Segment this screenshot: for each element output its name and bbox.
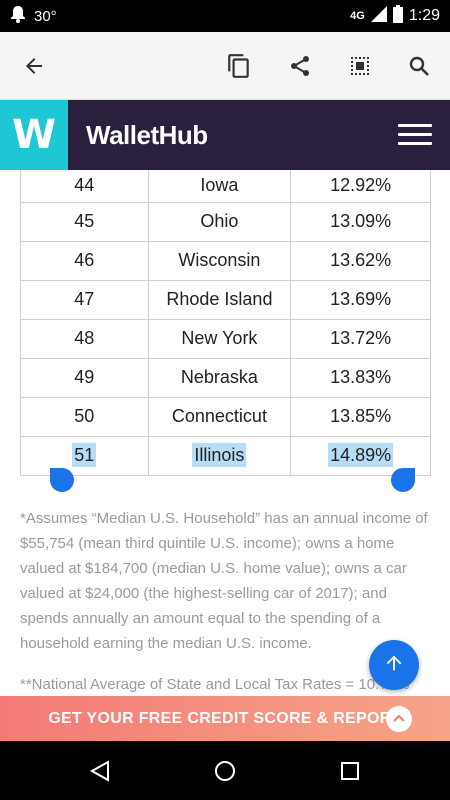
site-header: W WalletHub: [0, 100, 450, 170]
network-type: 4G: [350, 9, 365, 22]
state-cell: Iowa: [147, 170, 292, 203]
cell-text: 51: [72, 443, 97, 467]
back-arrow-icon[interactable]: [18, 50, 50, 82]
cell-text: 13.72%: [330, 328, 392, 348]
rate-cell: 13.62%: [290, 240, 431, 281]
table-row: 44 Iowa 12.92%: [20, 170, 431, 203]
temperature: 30°: [34, 7, 57, 25]
cell-text: New York: [181, 328, 258, 348]
arrow-up-icon: [383, 652, 405, 679]
select-all-icon[interactable]: [344, 50, 376, 82]
rate-cell: 13.69%: [290, 279, 431, 320]
scroll-to-top-button[interactable]: [369, 640, 419, 690]
cell-text: 50: [74, 406, 95, 426]
home-circle-icon[interactable]: [211, 757, 239, 785]
table-row: 45 Ohio 13.09%: [20, 201, 431, 242]
share-icon[interactable]: [284, 50, 316, 82]
footnote-national-average: **National Average of State and Local Ta…: [20, 676, 410, 693]
selection-handle-start[interactable]: [50, 468, 74, 492]
rate-cell: 13.72%: [290, 318, 431, 359]
cell-text: 14.89%: [328, 443, 394, 467]
table-row: 48 New York 13.72%: [20, 318, 431, 359]
signal-icon: [370, 5, 387, 27]
chevron-up-icon[interactable]: [386, 706, 412, 732]
rate-cell: 12.92%: [290, 170, 431, 203]
cell-text: 45: [74, 211, 95, 231]
state-ranking-table: 44 Iowa 12.92% 45 Ohio 13.09% 46 Wisconsin 13.62…: [20, 170, 431, 476]
table-row: 47 Rhode Island 13.69%: [20, 279, 431, 320]
table-row: 46 Wisconsin 13.62%: [20, 240, 431, 281]
table-row: 49 Nebraska 13.83%: [20, 357, 431, 398]
rank-cell: 47: [20, 279, 149, 320]
cell-text: 12.92%: [330, 175, 392, 196]
rank-cell: 46: [20, 240, 149, 281]
cell-text: 13.09%: [330, 211, 392, 231]
action-bar: [0, 32, 450, 100]
cell-text: Iowa: [200, 175, 239, 196]
rank-cell: 44: [20, 170, 149, 203]
cell-text: 49: [74, 367, 95, 387]
clock: 1:29: [408, 7, 440, 24]
state-cell: Ohio: [147, 201, 292, 242]
state-cell: Wisconsin: [147, 240, 292, 281]
cell-text: 46: [74, 250, 95, 270]
cell-text: 47: [74, 289, 95, 309]
back-triangle-icon[interactable]: [86, 757, 114, 785]
cell-text: 13.85%: [330, 406, 392, 426]
table-row: 50 Connecticut 13.85%: [20, 396, 431, 437]
battery-icon: [392, 4, 403, 28]
brand-name[interactable]: WalletHub: [86, 119, 208, 150]
cell-text: 13.69%: [330, 289, 392, 309]
state-cell: Connecticut: [147, 396, 292, 437]
rank-cell: 45: [20, 201, 149, 242]
system-nav-bar: [0, 741, 450, 800]
cell-text: Connecticut: [171, 406, 267, 426]
hamburger-menu-icon[interactable]: [398, 124, 432, 146]
rate-cell: 13.83%: [290, 357, 431, 398]
cell-text: 13.62%: [330, 250, 392, 270]
copy-icon[interactable]: [223, 50, 255, 82]
state-cell: Rhode Island: [147, 279, 292, 320]
rate-cell: 14.89%: [290, 435, 431, 476]
rank-cell: 49: [20, 357, 149, 398]
state-cell: Illinois: [147, 435, 292, 476]
rate-cell: 13.85%: [290, 396, 431, 437]
rank-cell: 48: [20, 318, 149, 359]
status-bar: 30° 4G 1:29: [0, 0, 450, 32]
cta-label: GET YOUR FREE CREDIT SCORE & REPORT: [48, 709, 402, 727]
notification-bell-icon: [10, 5, 26, 27]
table-row: 51 Illinois 14.89%: [20, 435, 431, 476]
footnote-assumptions: *Assumes “Median U.S. Household” has an …: [20, 510, 428, 652]
rank-cell: 51: [20, 435, 149, 476]
recents-square-icon[interactable]: [336, 757, 364, 785]
state-cell: New York: [147, 318, 292, 359]
rate-cell: 13.09%: [290, 201, 431, 242]
cell-text: 48: [74, 328, 95, 348]
search-icon[interactable]: [403, 50, 435, 82]
wallethub-logo[interactable]: W: [0, 100, 68, 170]
selection-handle-end[interactable]: [391, 468, 415, 492]
cell-text: Nebraska: [180, 367, 258, 387]
rank-cell: 50: [20, 396, 149, 437]
cell-text: 44: [74, 175, 95, 196]
cell-text: 13.83%: [330, 367, 392, 387]
cell-text: Illinois: [192, 443, 247, 467]
cell-text: Wisconsin: [178, 250, 261, 270]
cell-text: Ohio: [200, 211, 239, 231]
cell-text: Rhode Island: [166, 289, 273, 309]
credit-score-cta[interactable]: GET YOUR FREE CREDIT SCORE & REPORT: [0, 696, 450, 741]
state-cell: Nebraska: [147, 357, 292, 398]
